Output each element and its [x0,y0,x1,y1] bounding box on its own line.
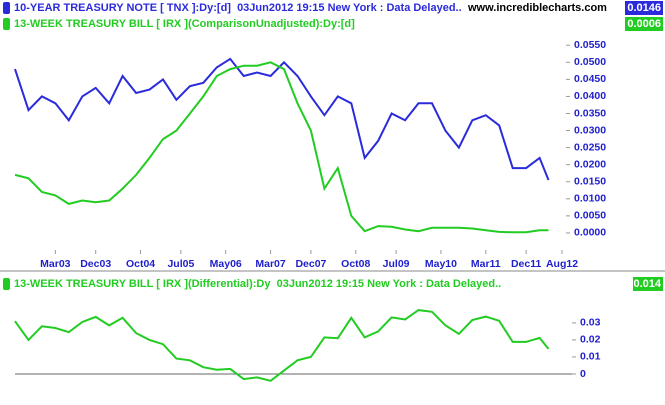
series-line [14,57,550,181]
legend-swatch [3,2,10,14]
y-tick-label: 0 [580,368,586,380]
watermark: www.incrediblecharts.com [467,2,607,14]
x-tick-label: May06 [210,258,242,270]
x-tick-label: Jul09 [383,258,410,270]
x-tick-label: Mar03 [40,258,71,270]
y-tick-label: 0.0400 [574,90,606,102]
last-value: 0.014 [633,278,661,290]
x-tick-label: Oct04 [126,258,155,270]
last-value: 0.0006 [627,18,661,30]
x-tick-label: Jul05 [167,258,194,270]
x-tick-label: Dec03 [80,258,111,270]
series-line [14,61,549,234]
y-tick-label: 0.0300 [574,124,606,136]
y-tick-label: 0.0350 [574,107,606,119]
y-tick-label: 0.02 [580,334,601,346]
y-tick-label: 0.0200 [574,158,606,170]
last-value-badge [625,17,663,31]
x-tick-label: Aug12 [546,258,578,270]
x-tick-label: Dec11 [511,258,542,270]
x-tick-label: Oct08 [341,258,370,270]
legend-label: 13-WEEK TREASURY BILL [ IRX ](Differenti… [14,278,501,290]
legend-swatch [3,18,10,30]
y-tick-label: 0.0150 [574,176,606,188]
y-tick-label: 0.03 [580,317,601,329]
x-tick-label: Mar07 [255,258,286,270]
last-value: 0.0146 [627,2,661,14]
last-value-badge [633,277,663,291]
y-tick-label: 0.0000 [574,227,606,239]
x-tick-label: Dec07 [295,258,326,270]
legend-label: 10-YEAR TREASURY NOTE [ TNX ]:Dy:[d] 03J… [14,2,462,14]
series-line [14,309,550,382]
legend-swatch [3,278,10,290]
y-tick-label: 0.01 [580,351,601,363]
y-tick-label: 0.0500 [574,56,606,68]
last-value-badge [625,1,663,15]
legend-label: 13-WEEK TREASURY BILL [ IRX ](Comparison… [14,18,355,30]
y-tick-label: 0.0050 [574,210,606,222]
y-tick-label: 0.0100 [574,193,606,205]
y-tick-label: 0.0250 [574,141,606,153]
x-tick-label: Mar11 [471,258,501,270]
y-tick-label: 0.0550 [574,39,606,51]
y-tick-label: 0.0450 [574,73,606,85]
x-tick-label: May10 [425,258,457,270]
